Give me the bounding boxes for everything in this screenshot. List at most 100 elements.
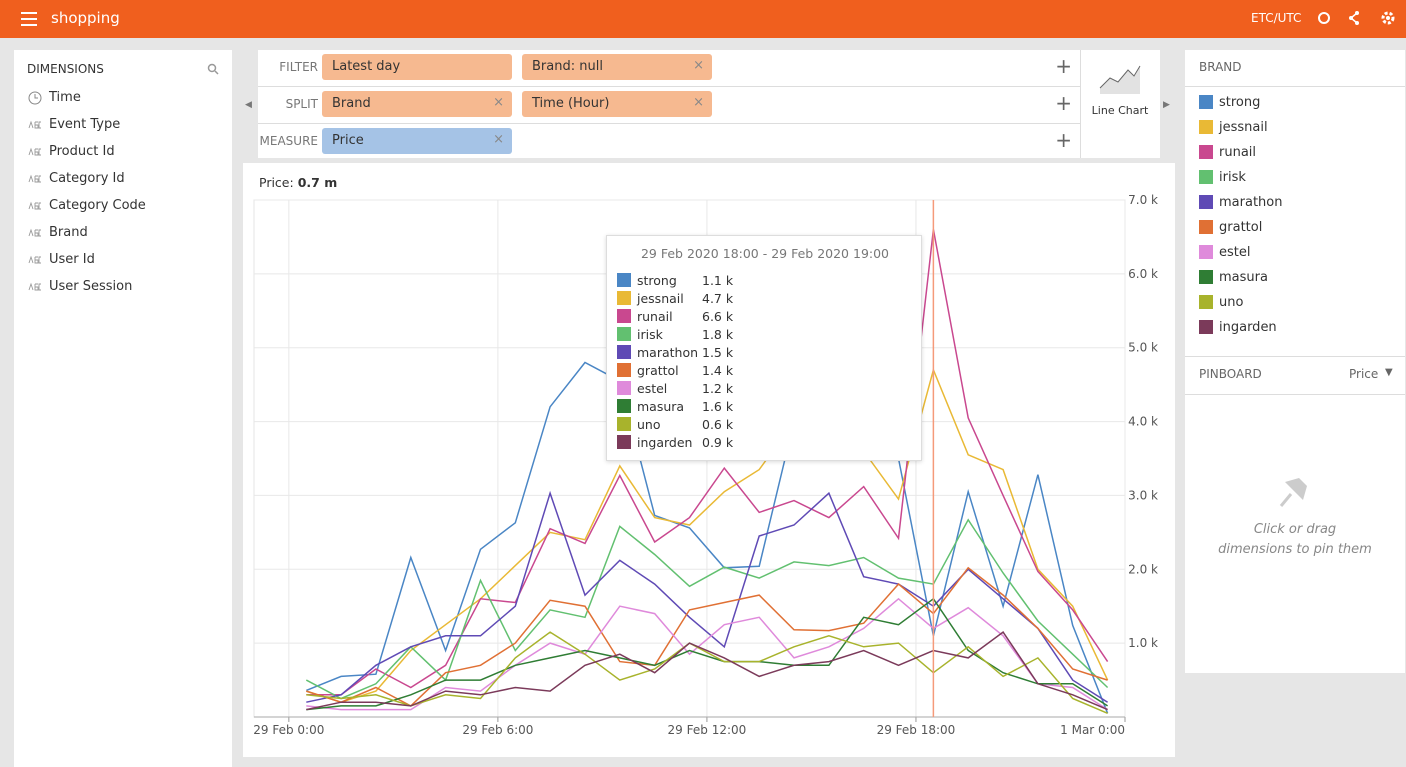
pill[interactable]: Time (Hour) × bbox=[522, 91, 712, 117]
tooltip-row: ingarden 0.9 k bbox=[617, 433, 733, 451]
tooltip-row: runail 6.6 k bbox=[617, 307, 733, 325]
y-tick-label: 4.0 k bbox=[1128, 415, 1158, 429]
dimension-item[interactable]: Category Code bbox=[28, 198, 146, 213]
pill[interactable]: Brand: null × bbox=[522, 54, 712, 80]
measure-value: 0.7 m bbox=[297, 175, 338, 190]
shelf-label: MEASURE bbox=[259, 134, 318, 148]
pin-icon bbox=[1279, 478, 1307, 507]
legend-item[interactable]: masura bbox=[1199, 268, 1268, 286]
app-title: shopping bbox=[51, 9, 120, 27]
timezone[interactable]: ETC/UTC bbox=[1251, 11, 1302, 25]
swatch bbox=[1199, 245, 1213, 259]
dimension-label: Time bbox=[49, 90, 81, 105]
tooltip-name: jessnail bbox=[637, 290, 684, 306]
tooltip-value: 0.9 k bbox=[702, 434, 734, 450]
remove-icon[interactable]: × bbox=[693, 95, 704, 110]
legend-item[interactable]: grattol bbox=[1199, 218, 1262, 236]
arrow-left[interactable]: ◀ bbox=[245, 100, 252, 110]
dimension-item[interactable]: User Id bbox=[28, 252, 95, 267]
divider bbox=[1185, 86, 1405, 87]
dropdown-arrow[interactable]: ▼ bbox=[1385, 367, 1393, 378]
shelf-row: SPLIT Brand × Time (Hour) × + bbox=[258, 87, 1080, 124]
filter-bar: FILTER Latest day Brand: null × + SPLIT Brand ×… bbox=[258, 50, 1160, 158]
swatch bbox=[617, 345, 631, 359]
swatch bbox=[1199, 170, 1213, 184]
swatch bbox=[1199, 270, 1213, 284]
pill-text: Price bbox=[332, 133, 364, 148]
legend-item[interactable]: jessnail bbox=[1199, 118, 1268, 136]
series-line bbox=[306, 361, 1109, 714]
series-line bbox=[305, 518, 1109, 700]
tooltip-name: strong bbox=[637, 272, 677, 288]
series-line bbox=[306, 631, 1108, 714]
legend-label: grattol bbox=[1219, 219, 1263, 235]
x-tick-label: 29 Feb 6:00 bbox=[462, 723, 533, 737]
remove-icon[interactable]: × bbox=[493, 132, 504, 147]
remove-icon[interactable]: × bbox=[693, 58, 704, 73]
dimension-icon bbox=[28, 255, 41, 263]
legend-item[interactable]: ingarden bbox=[1199, 318, 1277, 336]
add-button[interactable]: + bbox=[1055, 54, 1072, 78]
legend-label: ingarden bbox=[1219, 319, 1277, 335]
dimension-label: Brand bbox=[49, 225, 88, 240]
dimension-item[interactable]: Brand bbox=[28, 225, 88, 240]
tooltip-name: runail bbox=[637, 308, 673, 324]
legend-item[interactable]: strong bbox=[1199, 93, 1260, 111]
legend-item[interactable]: irisk bbox=[1199, 168, 1246, 186]
dimension-item[interactable]: User Session bbox=[28, 279, 132, 294]
tooltip-value: 1.8 k bbox=[702, 326, 734, 342]
pinboard-measure[interactable]: Price bbox=[1349, 367, 1379, 381]
legend-item[interactable]: uno bbox=[1199, 293, 1243, 311]
pill[interactable]: Brand × bbox=[322, 91, 512, 117]
x-tick-label: 29 Feb 18:00 bbox=[877, 723, 956, 737]
legend-item[interactable]: runail bbox=[1199, 143, 1256, 161]
tooltip-row: irisk 1.8 k bbox=[617, 325, 733, 343]
pill[interactable]: Price × bbox=[322, 128, 512, 154]
tooltip-name: ingarden bbox=[637, 434, 693, 450]
menu-icon[interactable] bbox=[21, 12, 37, 26]
measure-label: Price: bbox=[259, 175, 294, 190]
viz-label: Line Chart bbox=[1091, 104, 1149, 117]
dimension-item[interactable]: Product Id bbox=[28, 144, 115, 159]
pill-text: Brand bbox=[332, 96, 371, 111]
arrow-right[interactable]: ▶ bbox=[1163, 100, 1170, 110]
remove-icon[interactable]: × bbox=[493, 95, 504, 110]
divider bbox=[1185, 356, 1405, 357]
swatch bbox=[617, 363, 631, 377]
add-button[interactable]: + bbox=[1055, 91, 1072, 115]
dimension-item[interactable]: Category Id bbox=[28, 171, 125, 186]
toolbar-icons[interactable] bbox=[1317, 11, 1397, 27]
dimension-item[interactable]: Time bbox=[28, 90, 81, 105]
x-tick-label: 29 Feb 0:00 bbox=[253, 723, 324, 737]
swatch bbox=[1199, 145, 1213, 159]
add-button[interactable]: + bbox=[1055, 128, 1072, 152]
pinboard-title: PINBOARD bbox=[1199, 367, 1262, 381]
visualization-selector[interactable]: Line Chart bbox=[1080, 50, 1160, 158]
dimension-icon bbox=[28, 228, 41, 236]
tooltip: 29 Feb 2020 18:00 - 29 Feb 2020 19:00 str… bbox=[606, 235, 922, 461]
divider bbox=[1185, 394, 1405, 395]
dimensions-panel: DIMENSIONS Time Event Type Product Id Categ… bbox=[14, 50, 232, 767]
pill-text: Latest day bbox=[332, 59, 401, 74]
legend-label: estel bbox=[1219, 244, 1251, 260]
pill[interactable]: Latest day bbox=[322, 54, 512, 80]
legend-label: runail bbox=[1219, 144, 1257, 160]
swatch bbox=[617, 417, 631, 431]
pill-text: Time (Hour) bbox=[532, 96, 610, 111]
swatch bbox=[617, 381, 631, 395]
tooltip-value: 1.6 k bbox=[702, 398, 734, 414]
y-tick-label: 5.0 k bbox=[1128, 341, 1158, 355]
series-line bbox=[306, 229, 1109, 696]
shelf-row: MEASURE Price × + bbox=[258, 124, 1080, 161]
dimension-item[interactable]: Event Type bbox=[28, 117, 120, 132]
tooltip-name: grattol bbox=[637, 362, 679, 378]
legend-label: marathon bbox=[1219, 194, 1283, 210]
legend-item[interactable]: estel bbox=[1199, 243, 1250, 261]
search-icon[interactable] bbox=[207, 63, 219, 75]
dimension-icon bbox=[28, 282, 41, 290]
right-panel: BRAND PINBOARD Price ▼ Click or drag dim… bbox=[1185, 50, 1405, 673]
viz-icon bbox=[1099, 65, 1141, 94]
legend-item[interactable]: marathon bbox=[1199, 193, 1282, 211]
